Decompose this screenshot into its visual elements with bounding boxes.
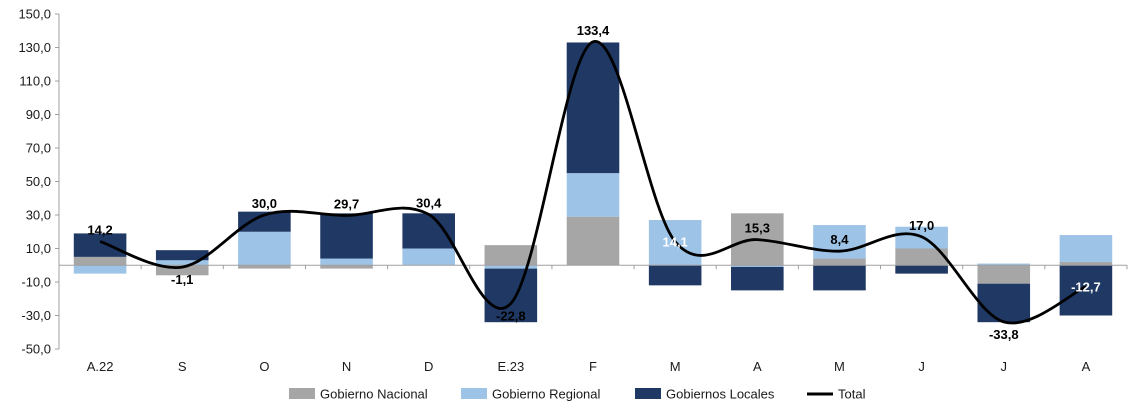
bar-segment bbox=[648, 265, 702, 286]
x-tick-label: D bbox=[424, 359, 433, 374]
x-tick-label: S bbox=[178, 359, 187, 374]
legend-swatch bbox=[635, 388, 661, 399]
data-label: 29,7 bbox=[334, 197, 359, 212]
bar-segment bbox=[484, 245, 538, 266]
bar-segment bbox=[977, 263, 1031, 266]
y-tick-label: 110,0 bbox=[19, 74, 51, 89]
data-label: 30,4 bbox=[416, 195, 442, 210]
x-tick-label: A bbox=[1082, 359, 1091, 374]
bar-segment bbox=[895, 265, 948, 274]
bar-segment bbox=[320, 265, 373, 269]
bar-segment bbox=[73, 265, 127, 274]
bar-segment bbox=[1059, 235, 1113, 262]
y-tick-label: 50,0 bbox=[26, 174, 51, 189]
x-tick-label: A bbox=[753, 359, 762, 374]
bar-stacks bbox=[73, 42, 1113, 323]
legend-swatch bbox=[289, 388, 315, 399]
legend: Gobierno Nacional Gobierno Regional Gobier… bbox=[289, 387, 866, 402]
y-tick-label: 70,0 bbox=[26, 141, 51, 156]
y-tick-label: 30,0 bbox=[26, 208, 51, 223]
data-labels: 14,2 -1,1 30,0 29,7 30,4 -22,8 133,4 14,1 15,3 8,… bbox=[87, 23, 1100, 342]
bar-segment bbox=[566, 173, 620, 217]
y-tick-label: 150,0 bbox=[18, 7, 51, 22]
bar-segment bbox=[813, 258, 866, 266]
bar-segment bbox=[73, 233, 127, 257]
bar-segment bbox=[73, 256, 127, 266]
x-tick-label: J bbox=[1001, 359, 1008, 374]
total-line bbox=[99, 40, 1087, 325]
x-axis: A.22 S O N D E.23 F M A M J J A bbox=[58, 264, 1128, 374]
data-label: 8,4 bbox=[830, 232, 849, 247]
y-tick-label: 130,0 bbox=[18, 40, 51, 55]
bar-segment bbox=[1059, 265, 1113, 316]
legend-swatch bbox=[461, 388, 487, 399]
bar-segment bbox=[731, 266, 784, 291]
legend-label: Gobierno Nacional bbox=[320, 387, 428, 402]
x-tick-label: O bbox=[259, 359, 269, 374]
legend-label: Gobierno Regional bbox=[492, 387, 601, 402]
bar-segment bbox=[320, 258, 373, 266]
bar-segment bbox=[1059, 261, 1113, 266]
bar-segment bbox=[402, 248, 455, 266]
bar-segment bbox=[155, 260, 209, 266]
y-tick-label: -10,0 bbox=[21, 275, 51, 290]
data-label: 14,1 bbox=[662, 235, 687, 250]
data-label: -33,8 bbox=[989, 327, 1019, 342]
data-label: 14,2 bbox=[87, 222, 112, 237]
bar-segment bbox=[484, 268, 538, 323]
data-label: -1,1 bbox=[171, 272, 193, 287]
x-tick-label: M bbox=[834, 359, 845, 374]
data-label: 17,0 bbox=[909, 218, 934, 233]
bar-segment bbox=[895, 248, 948, 266]
bar-segment bbox=[484, 265, 538, 269]
bar-segment bbox=[238, 231, 291, 266]
y-tick-label: -30,0 bbox=[21, 308, 51, 323]
bar-segment bbox=[731, 265, 784, 267]
x-tick-label: A.22 bbox=[87, 359, 114, 374]
x-tick-label: N bbox=[342, 359, 351, 374]
data-label: 30,0 bbox=[252, 196, 277, 211]
legend-label: Total bbox=[838, 387, 866, 402]
y-tick-label: -50,0 bbox=[21, 342, 51, 357]
bar-segment bbox=[566, 42, 620, 174]
bar-segment bbox=[402, 213, 455, 249]
x-tick-label: J bbox=[918, 359, 925, 374]
y-tick-label: 90,0 bbox=[26, 107, 51, 122]
data-label: 15,3 bbox=[745, 221, 770, 236]
bar-segment bbox=[813, 225, 866, 259]
x-tick-label: E.23 bbox=[497, 359, 524, 374]
bar-segment bbox=[566, 216, 620, 266]
data-label: -12,7 bbox=[1071, 280, 1101, 295]
bar-segment bbox=[977, 283, 1031, 323]
bar-segment bbox=[977, 265, 1031, 284]
x-tick-label: F bbox=[589, 359, 597, 374]
data-label: 133,4 bbox=[577, 23, 610, 38]
bar-segment bbox=[238, 265, 291, 269]
bar-segment bbox=[320, 213, 373, 259]
data-label: -22,8 bbox=[496, 308, 526, 323]
bar-segment bbox=[155, 250, 209, 261]
bar-segment bbox=[238, 211, 291, 232]
y-tick-label: 10,0 bbox=[26, 241, 51, 256]
total-line-series bbox=[99, 40, 1087, 325]
x-tick-label: M bbox=[670, 359, 681, 374]
y-axis: -50,0 -30,0 -10,0 10,0 30,0 50,0 70,0 90,0 110,0… bbox=[18, 7, 60, 357]
bar-segment bbox=[155, 265, 209, 276]
bar-segment bbox=[813, 265, 866, 291]
legend-label: Gobiernos Locales bbox=[666, 387, 775, 402]
